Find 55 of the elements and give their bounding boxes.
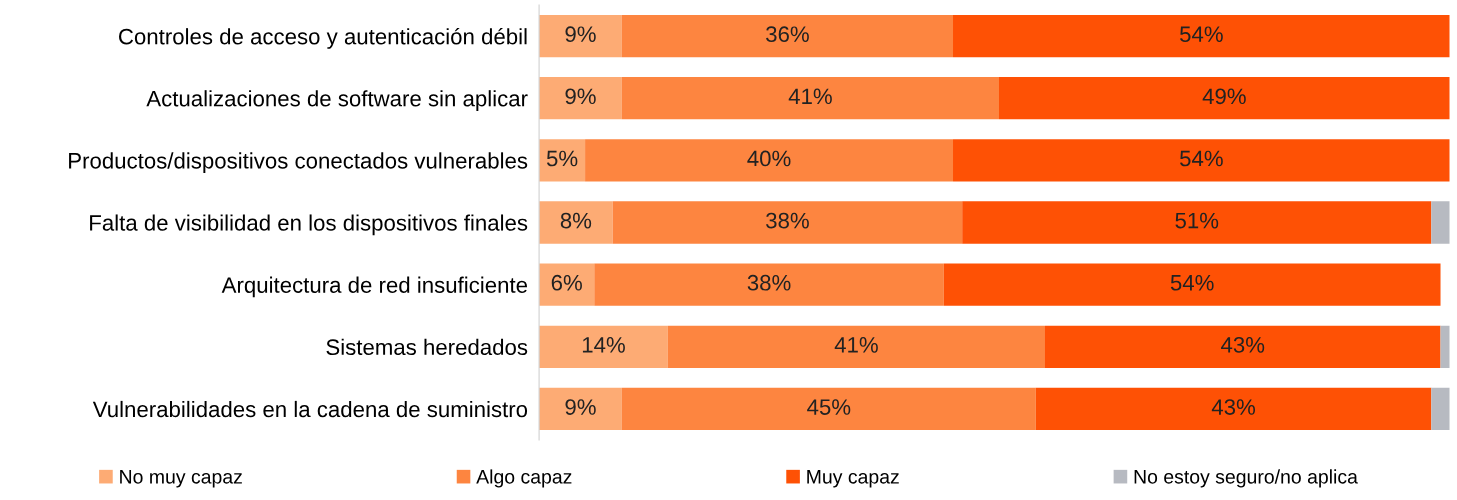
bar xyxy=(539,201,613,244)
data-label: 9% xyxy=(565,399,596,415)
bar xyxy=(539,387,622,431)
y-tick-label: Falta de visibilidad en los dispositivos finales xyxy=(90,214,528,236)
legend-label: Algo capaz xyxy=(476,469,572,488)
data-label: 54% xyxy=(1170,274,1214,291)
y-tick-label: Productos/dispositivos conectados vulnerables xyxy=(69,152,528,174)
data-label: 38% xyxy=(747,274,791,291)
data-label: 45% xyxy=(807,399,851,415)
bar xyxy=(539,77,622,120)
data-label: 43% xyxy=(1211,399,1256,415)
data-label: 5% xyxy=(546,150,578,167)
data-label: 9% xyxy=(565,26,596,43)
y-tick-label: Sistemas heredados xyxy=(326,338,528,356)
bar xyxy=(1044,325,1441,368)
data-label: 41% xyxy=(788,88,832,105)
bar xyxy=(539,14,622,58)
data-label: 51% xyxy=(1175,212,1219,229)
y-tick-label: Vulnerabilidades en la cadena de suministro xyxy=(92,400,528,418)
bar xyxy=(953,139,1450,182)
bar xyxy=(1431,201,1450,244)
bar xyxy=(539,263,595,306)
bar xyxy=(999,77,1450,120)
bar xyxy=(1431,387,1450,431)
bar xyxy=(953,14,1450,58)
data-label: 43% xyxy=(1221,337,1265,353)
y-tick-label: Controles de acceso y autenticación débil xyxy=(119,27,527,49)
legend-label: No muy capaz xyxy=(120,470,242,488)
y-tick-label: Actualizaciones de software sin aplicar xyxy=(146,90,528,111)
bar xyxy=(594,263,944,306)
bar xyxy=(621,77,999,120)
bar xyxy=(621,14,954,58)
data-label: 14% xyxy=(582,337,625,353)
legend-label: Muy capaz xyxy=(807,470,899,488)
bar xyxy=(943,263,1441,306)
data-label: 41% xyxy=(834,337,878,353)
data-label: 38% xyxy=(766,212,809,229)
data-label: 49% xyxy=(1202,88,1246,105)
bar xyxy=(612,201,963,244)
data-label: 36% xyxy=(766,26,809,43)
data-label: 54% xyxy=(1180,150,1223,167)
data-label: 6% xyxy=(551,274,582,291)
data-label: 54% xyxy=(1180,26,1223,43)
bar xyxy=(539,325,668,368)
y-tick-label: Arquitectura de red insuficiente xyxy=(221,276,528,298)
bar xyxy=(667,325,1045,368)
bar xyxy=(621,387,1036,431)
bar xyxy=(585,139,954,182)
data-label: 40% xyxy=(747,150,791,167)
legend-label: No estoy seguro/no aplica xyxy=(1134,469,1358,488)
data-label: 8% xyxy=(560,212,592,229)
data-label: 9% xyxy=(565,88,596,105)
bar xyxy=(962,201,1432,244)
bar xyxy=(1035,387,1432,431)
bar xyxy=(539,139,586,182)
